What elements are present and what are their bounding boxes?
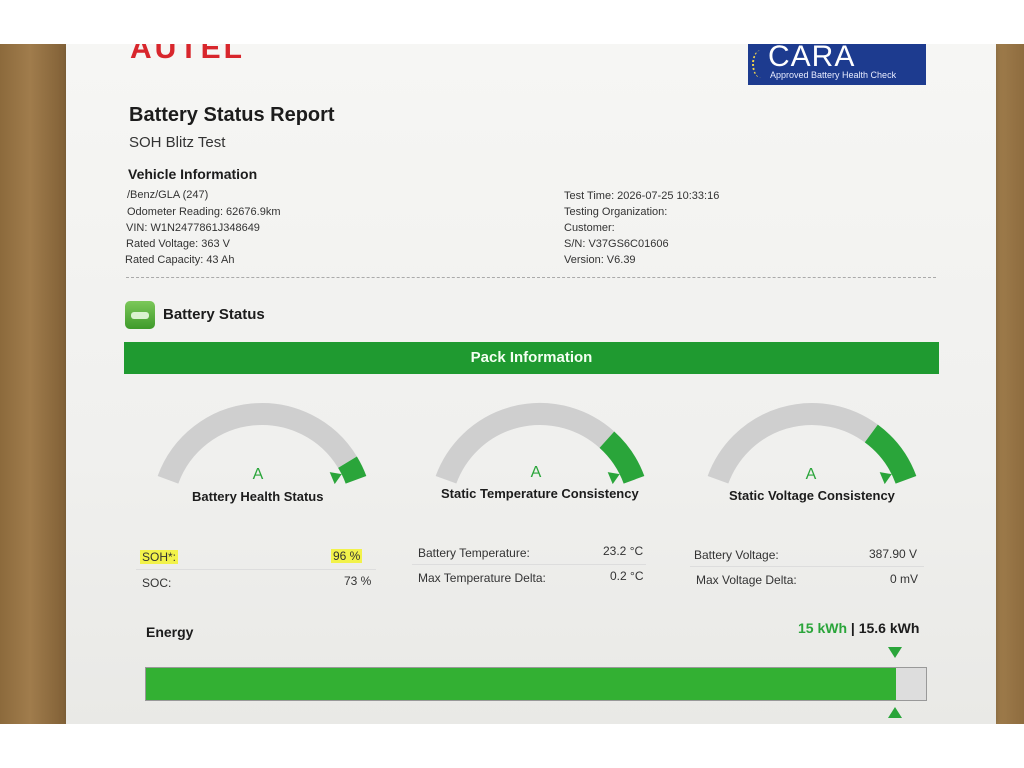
- cara-badge-title: CARA: [768, 44, 856, 73]
- energy-current: 15 kWh: [798, 620, 848, 636]
- energy-marker-top-icon: [888, 647, 903, 658]
- cara-badge: CARA Approved Battery Health Check: [748, 44, 926, 85]
- soh-value: 96 %: [331, 549, 363, 563]
- soc-value: 73 %: [344, 574, 372, 588]
- battery-status-icon: [125, 301, 155, 329]
- battery-temperature-label: Battery Temperature:: [418, 546, 530, 560]
- row-separator: [412, 564, 646, 565]
- vehicle-info-heading: Vehicle Information: [128, 166, 258, 182]
- max-voltage-delta-label: Max Voltage Delta:: [696, 573, 797, 587]
- customer: Customer:: [564, 222, 615, 234]
- gauge-track: [707, 403, 878, 484]
- eu-stars-icon: [752, 50, 770, 78]
- test-time: Test Time: 2026-07-25 10:33:16: [564, 190, 720, 202]
- rated-capacity: Rated Capacity: 43 Ah: [125, 254, 235, 266]
- odometer-reading: Odometer Reading: 62676.9km: [127, 206, 281, 218]
- max-voltage-delta-value: 0 mV: [890, 572, 919, 586]
- energy-total: 15.6 kWh: [858, 620, 920, 636]
- energy-label: Energy: [146, 624, 194, 640]
- gauge-fill: [337, 456, 367, 484]
- testing-organization: Testing Organization:: [564, 206, 668, 218]
- vehicle-model: /Benz/GLA (247): [127, 189, 209, 201]
- energy-readout: 15 kWh | 15.6 kWh: [798, 620, 919, 636]
- gauge-track: [435, 403, 615, 484]
- autel-logo: AUTEL: [130, 44, 245, 65]
- energy-marker-bottom-icon: [888, 707, 903, 718]
- row-separator: [136, 569, 376, 570]
- report-subtitle: SOH Blitz Test: [129, 134, 226, 151]
- gauge-pointer-icon: [879, 472, 892, 484]
- battery-voltage-label: Battery Voltage:: [694, 548, 779, 562]
- photo-background: AUTEL CARA Approved Battery Health Check…: [0, 44, 1024, 724]
- battery-status-heading: Battery Status: [163, 306, 265, 323]
- max-temperature-delta-value: 0.2 °C: [610, 569, 644, 583]
- gauge-pointer-icon: [607, 472, 620, 484]
- row-separator: [690, 566, 924, 567]
- vin: VIN: W1N2477861J348649: [126, 222, 260, 234]
- battery-health-grade: A: [252, 466, 264, 483]
- battery-health-gauge: [157, 403, 367, 484]
- voltage-consistency-label: Static Voltage Consistency: [729, 488, 895, 503]
- energy-bar-fill: [146, 668, 897, 700]
- report-paper: AUTEL CARA Approved Battery Health Check…: [66, 44, 996, 724]
- cara-badge-subtitle: Approved Battery Health Check: [770, 70, 897, 80]
- battery-health-label: Battery Health Status: [192, 489, 324, 504]
- rated-voltage: Rated Voltage: 363 V: [126, 238, 230, 250]
- temperature-consistency-label: Static Temperature Consistency: [441, 486, 639, 501]
- soh-label: SOH*:: [140, 550, 179, 564]
- gauge-fill: [864, 424, 917, 484]
- battery-voltage-value: 387.90 V: [869, 547, 918, 561]
- energy-separator: |: [847, 620, 859, 636]
- report-title: Battery Status Report: [129, 104, 335, 126]
- voltage-consistency-grade: A: [805, 466, 817, 483]
- max-temperature-delta-label: Max Temperature Delta:: [418, 571, 546, 585]
- temperature-consistency-gauge: [435, 403, 645, 484]
- software-version: Version: V6.39: [564, 254, 636, 266]
- serial-number: S/N: V37GS6C01606: [564, 238, 669, 250]
- energy-bar: [145, 667, 927, 701]
- gauge-track: [157, 403, 357, 484]
- soc-label: SOC:: [142, 576, 172, 590]
- battery-temperature-value: 23.2 °C: [603, 544, 644, 558]
- gauge-fill: [599, 431, 645, 484]
- temperature-consistency-grade: A: [530, 464, 542, 481]
- voltage-consistency-gauge: [707, 403, 917, 484]
- section-divider: [126, 277, 936, 278]
- pack-information-banner: Pack Information: [124, 342, 939, 374]
- gauge-pointer-icon: [329, 472, 342, 484]
